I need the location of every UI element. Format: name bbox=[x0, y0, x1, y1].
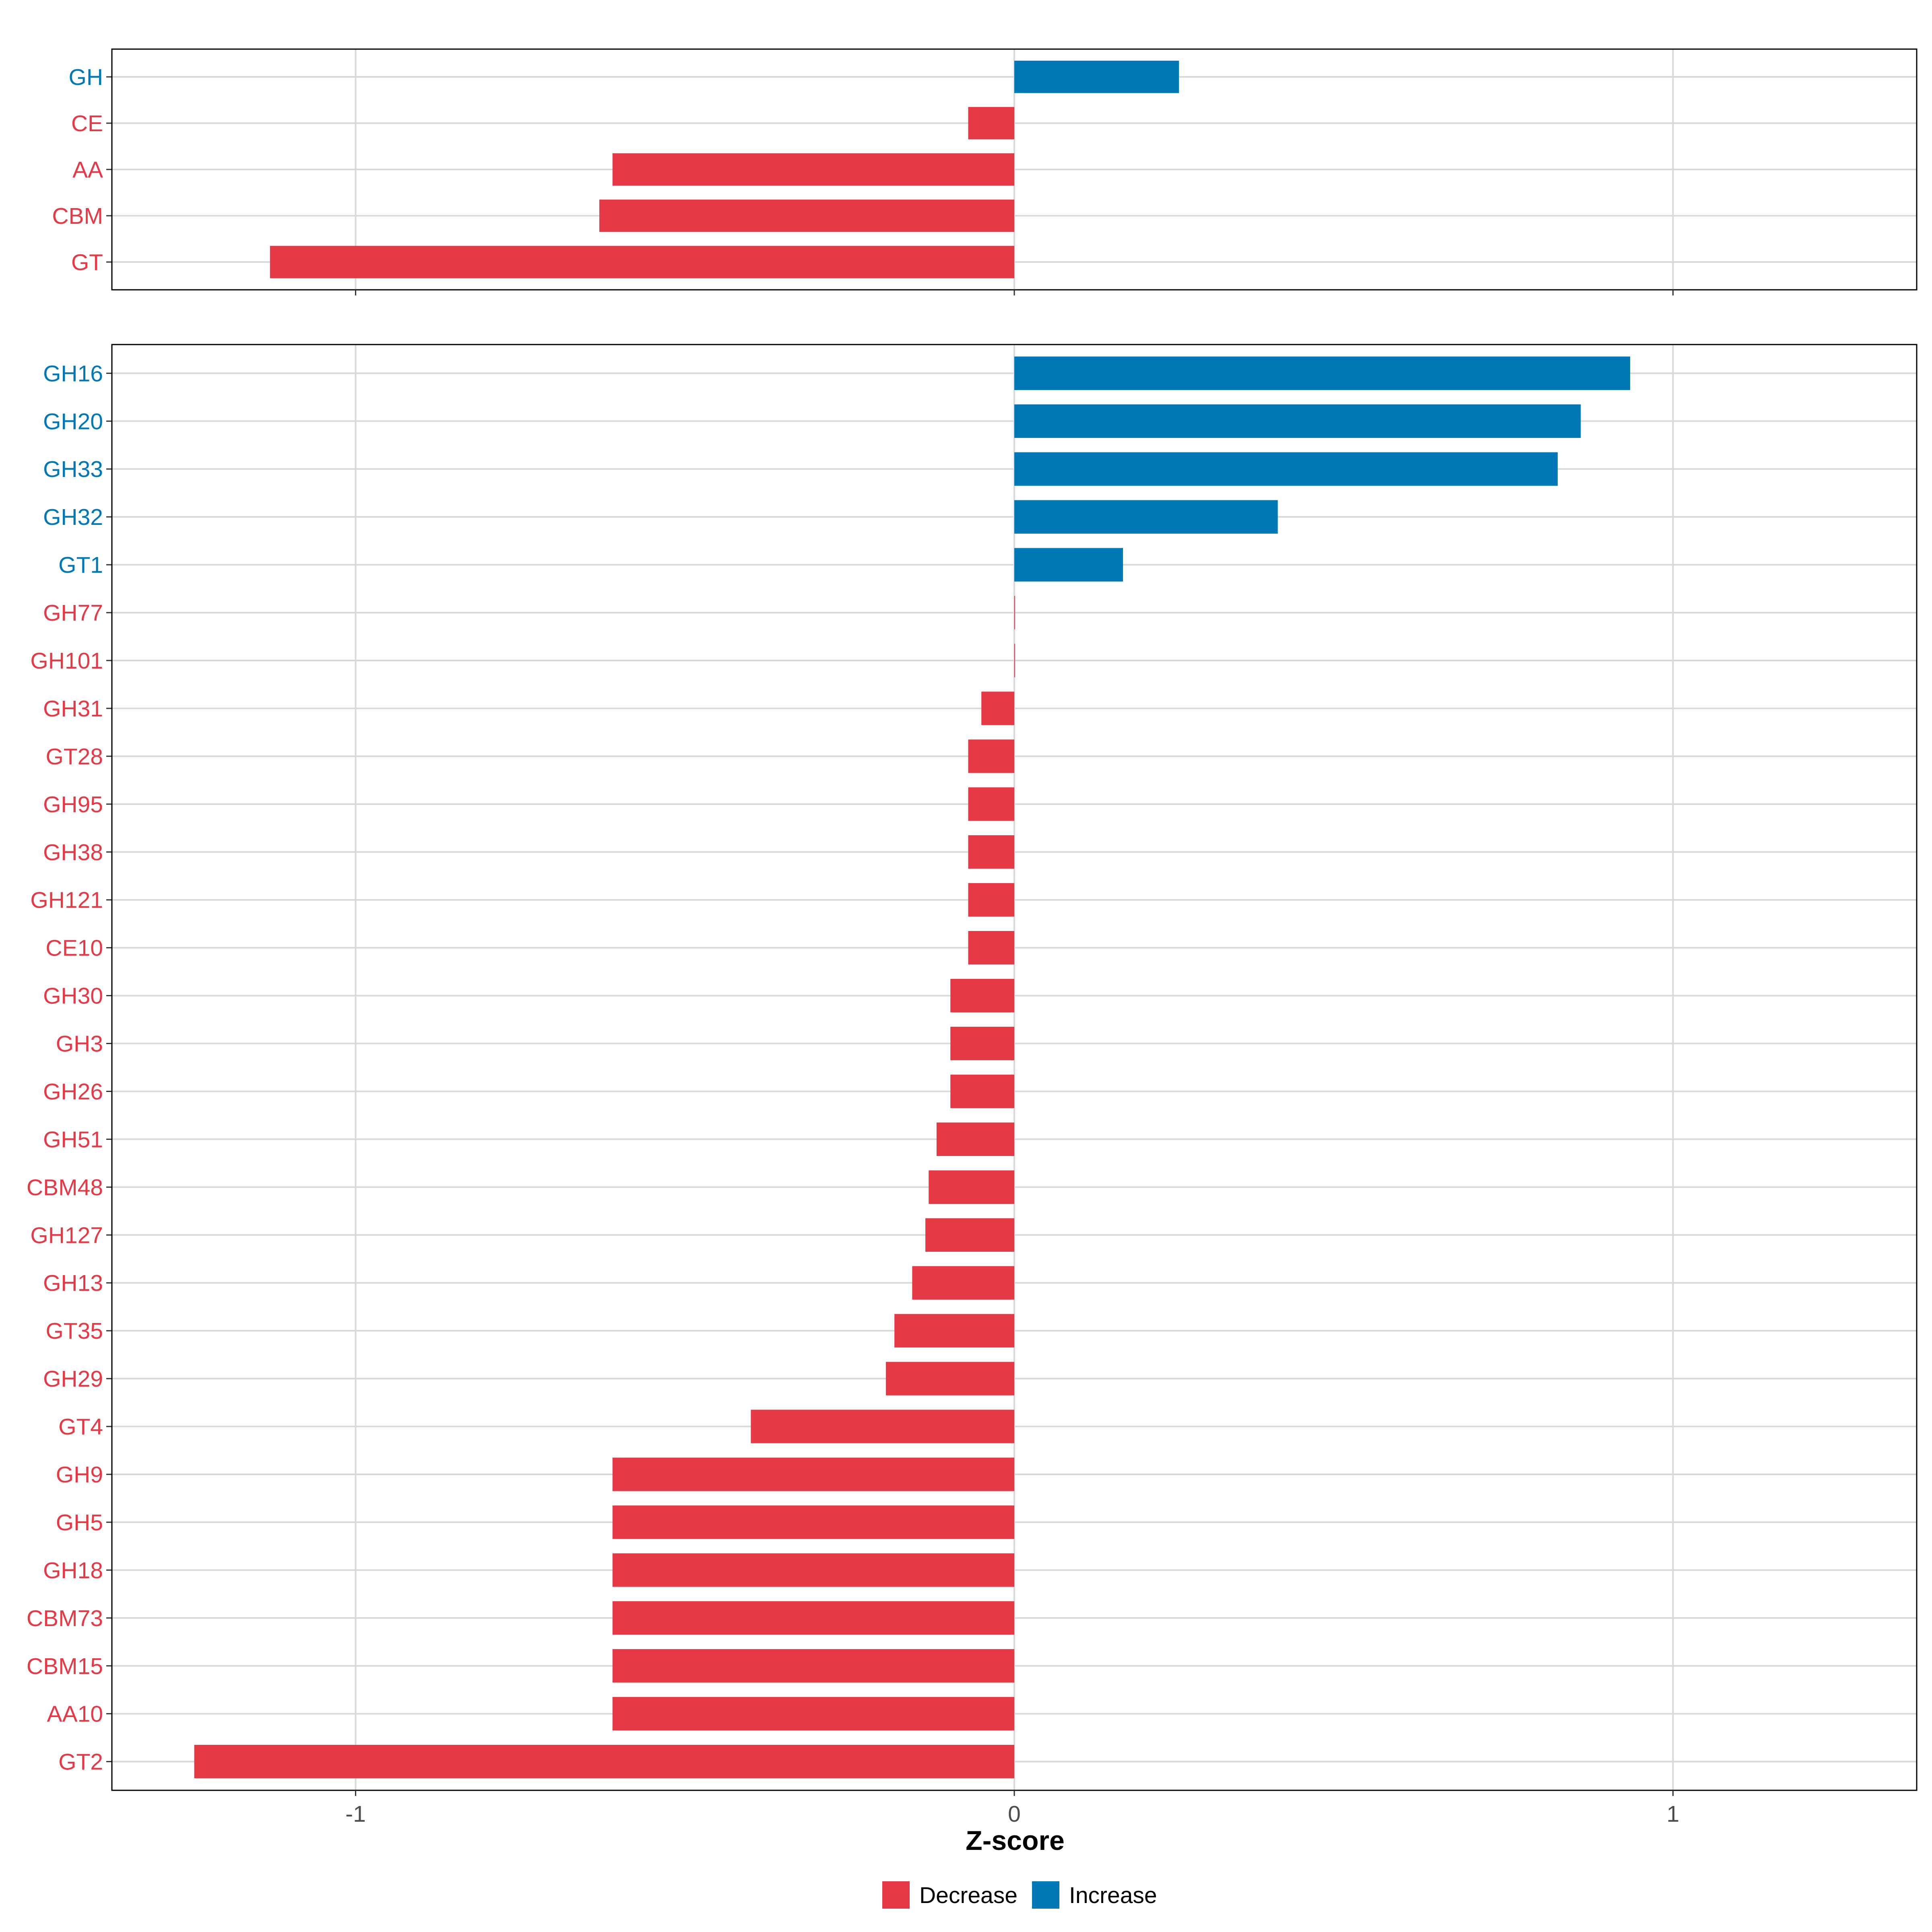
bar-gt28 bbox=[968, 739, 1014, 773]
y-label-cbm15: CBM15 bbox=[27, 1653, 103, 1679]
bar-gh33 bbox=[1014, 452, 1558, 486]
top-panel-x-ticks bbox=[355, 290, 1674, 295]
legend-label-increase: Increase bbox=[1069, 1882, 1157, 1908]
y-label-gh127: GH127 bbox=[30, 1222, 103, 1248]
y-label-gt: GT bbox=[71, 250, 103, 275]
bar-gh13 bbox=[912, 1266, 1014, 1300]
legend: Decrease Increase bbox=[882, 1881, 1157, 1909]
y-label-gh38: GH38 bbox=[43, 840, 103, 865]
y-label-gh20: GH20 bbox=[43, 409, 103, 434]
y-label-gh51: GH51 bbox=[43, 1127, 103, 1152]
bottom-panel-x-ticks: -1 0 1 bbox=[345, 1790, 1679, 1827]
y-label-gt28: GT28 bbox=[45, 744, 103, 770]
top-panel: GH CE AA CBM GT bbox=[52, 48, 1918, 295]
legend-swatch-decrease bbox=[882, 1881, 910, 1909]
bar-gt4 bbox=[751, 1410, 1014, 1443]
y-label-gh77: GH77 bbox=[43, 600, 103, 626]
x-tick-label: 0 bbox=[1008, 1801, 1021, 1827]
bar-gh95 bbox=[968, 787, 1014, 821]
bar-ce bbox=[968, 107, 1014, 140]
y-label-ce: CE bbox=[71, 111, 103, 136]
bar-gh32 bbox=[1014, 500, 1278, 534]
bar-gh127 bbox=[925, 1218, 1014, 1252]
y-label-gh9: GH9 bbox=[56, 1462, 103, 1488]
y-label-aa10: AA10 bbox=[47, 1701, 103, 1727]
bar-gh5 bbox=[612, 1505, 1014, 1539]
y-label-gh121: GH121 bbox=[30, 888, 103, 913]
bar-aa bbox=[612, 153, 1014, 186]
y-label-gt4: GT4 bbox=[58, 1414, 103, 1440]
y-label-gh26: GH26 bbox=[43, 1079, 103, 1104]
bar-gh16 bbox=[1014, 356, 1631, 390]
bar-gh31 bbox=[981, 691, 1014, 725]
bar-gt35 bbox=[894, 1314, 1014, 1348]
bar-gh51 bbox=[936, 1122, 1014, 1156]
y-label-ce10: CE10 bbox=[45, 935, 103, 961]
y-label-gh29: GH29 bbox=[43, 1366, 103, 1392]
bar-gh9 bbox=[612, 1457, 1014, 1491]
y-label-gt35: GT35 bbox=[45, 1318, 103, 1344]
bottom-panel-bars bbox=[194, 356, 1631, 1779]
bar-aa10 bbox=[612, 1697, 1014, 1731]
x-tick-label: -1 bbox=[345, 1801, 366, 1827]
x-tick-label: 1 bbox=[1667, 1801, 1680, 1827]
y-label-gh33: GH33 bbox=[43, 456, 103, 482]
y-label-aa: AA bbox=[72, 157, 103, 183]
y-label-gh: GH bbox=[69, 64, 103, 90]
y-label-gt2: GT2 bbox=[58, 1749, 103, 1775]
y-label-gh5: GH5 bbox=[56, 1510, 103, 1536]
bar-gt2 bbox=[194, 1745, 1015, 1779]
y-label-cbm48: CBM48 bbox=[27, 1174, 103, 1200]
bottom-panel: GH16GH20GH33GH32GT1GH77GH101GH31GT28GH95… bbox=[27, 344, 1918, 1827]
bar-gh101 bbox=[1014, 644, 1015, 677]
bar-gh121 bbox=[968, 883, 1014, 917]
y-label-gh101: GH101 bbox=[30, 648, 103, 674]
bar-gh38 bbox=[968, 835, 1014, 869]
bar-gt bbox=[270, 246, 1015, 279]
y-label-cbm73: CBM73 bbox=[27, 1606, 103, 1631]
bar-cbm bbox=[599, 199, 1014, 232]
y-label-gh3: GH3 bbox=[56, 1031, 103, 1057]
y-label-gh30: GH30 bbox=[43, 983, 103, 1009]
legend-label-decrease: Decrease bbox=[919, 1882, 1018, 1908]
bar-gh29 bbox=[886, 1362, 1014, 1395]
bar-cbm73 bbox=[612, 1601, 1014, 1635]
bar-cbm15 bbox=[612, 1649, 1014, 1683]
y-label-gt1: GT1 bbox=[58, 552, 103, 578]
y-label-gh31: GH31 bbox=[43, 696, 103, 722]
y-label-cbm: CBM bbox=[52, 203, 103, 229]
y-label-gh13: GH13 bbox=[43, 1270, 103, 1296]
bar-gh77 bbox=[1014, 596, 1015, 630]
y-label-gh32: GH32 bbox=[43, 504, 103, 530]
legend-swatch-increase bbox=[1032, 1881, 1059, 1909]
bar-gh18 bbox=[612, 1553, 1014, 1587]
bar-cbm48 bbox=[929, 1170, 1014, 1204]
bar-gh20 bbox=[1014, 404, 1581, 438]
bar-gt1 bbox=[1014, 548, 1123, 582]
bar-gh bbox=[1014, 60, 1179, 93]
y-label-gh95: GH95 bbox=[43, 792, 103, 817]
y-label-gh18: GH18 bbox=[43, 1558, 103, 1583]
bottom-panel-y-labels: GH16 GH20 GH33 GH32 GT1 GH77 GH101 GH31 GT28 GH95… bbox=[27, 361, 112, 1775]
bar-gh26 bbox=[950, 1074, 1014, 1108]
y-label-gh16: GH16 bbox=[43, 361, 103, 386]
top-panel-y-labels: GH CE AA CBM GT bbox=[52, 64, 112, 275]
bar-gh30 bbox=[950, 978, 1014, 1013]
x-axis-title: Z-score bbox=[966, 1825, 1065, 1856]
top-panel-bars bbox=[270, 60, 1179, 279]
bar-ce10 bbox=[968, 931, 1014, 965]
bar-gh3 bbox=[950, 1026, 1014, 1061]
